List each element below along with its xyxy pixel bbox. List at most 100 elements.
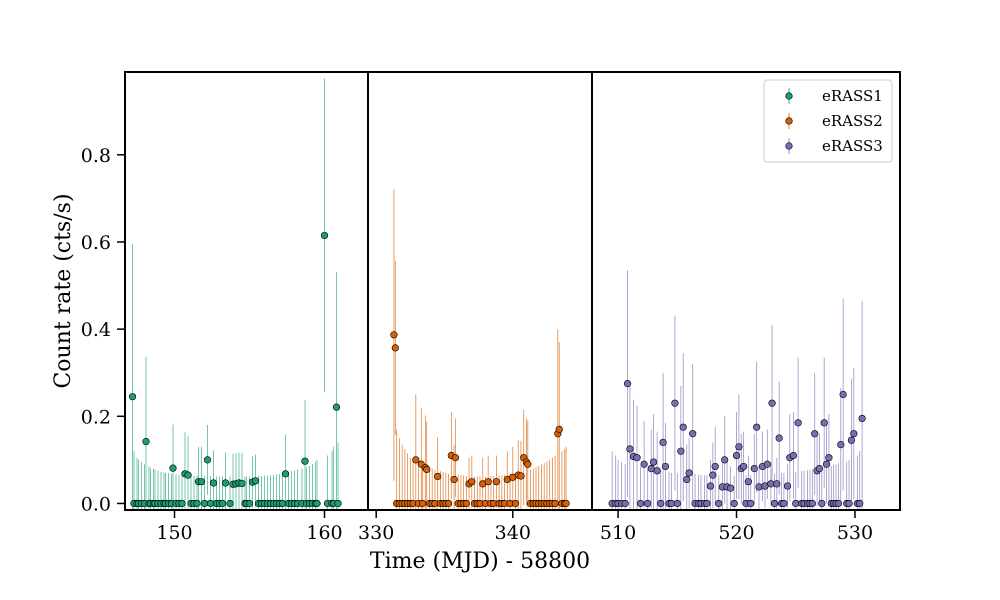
data-point: [773, 480, 781, 488]
data-point: [193, 499, 201, 508]
data-point: [451, 454, 460, 462]
data-point: [128, 393, 137, 401]
x-tick-label: 510: [600, 522, 636, 544]
data-point: [320, 231, 329, 240]
data-point: [633, 454, 641, 462]
data-point: [750, 464, 758, 473]
data-point: [858, 414, 866, 423]
data-point: [811, 430, 819, 438]
data-point: [740, 462, 748, 471]
data-point: [226, 499, 234, 508]
axis-layer: 150 160 330 340 510 520 530 0.0 0.2 0.4 0.6 0.8: [81, 145, 873, 544]
legend: eRASS1 eRASS2 eRASS3: [763, 79, 893, 163]
data-point: [412, 456, 420, 464]
data-point: [706, 482, 715, 490]
data-point: [626, 445, 634, 453]
data-point: [334, 499, 342, 508]
y-tick-label: 0.4: [81, 319, 111, 341]
series-eRASS2: [390, 188, 570, 510]
data-point: [689, 430, 697, 438]
legend-label: eRASS3: [822, 137, 883, 155]
data-point: [792, 499, 800, 508]
data-point: [450, 475, 458, 484]
series-eRASS3: [608, 270, 866, 510]
data-point: [815, 464, 824, 473]
data-point: [200, 499, 209, 508]
data-point: [238, 479, 246, 488]
data-point: [209, 479, 218, 487]
legend-box: [763, 79, 893, 163]
data-point: [789, 451, 797, 460]
data-point: [653, 467, 661, 475]
data-point: [206, 499, 215, 508]
data-point: [761, 482, 769, 490]
data-point: [218, 499, 227, 508]
data-point: [730, 499, 738, 508]
y-tick-label: 0.8: [81, 145, 111, 167]
data-point: [671, 399, 679, 407]
data-point: [332, 403, 341, 411]
x-tick-label: 340: [495, 522, 531, 544]
data-point: [794, 419, 802, 427]
data-point: [178, 499, 186, 508]
legend-marker: [785, 142, 793, 150]
data-point: [657, 499, 665, 508]
data-point: [856, 499, 864, 508]
data-point: [640, 460, 648, 468]
data-point: [753, 423, 761, 431]
data-point: [484, 478, 492, 486]
data-point: [661, 462, 670, 471]
data-point: [850, 430, 858, 438]
data-point: [763, 460, 771, 468]
data-point: [839, 390, 847, 399]
data-point: [667, 499, 675, 508]
data-point: [808, 499, 816, 508]
x-tick-label: 150: [156, 522, 192, 544]
data-point: [780, 499, 788, 508]
y-tick-label: 0.0: [81, 493, 111, 515]
data-point: [636, 499, 645, 508]
x-tick-label: 330: [358, 522, 394, 544]
data-point: [184, 471, 192, 479]
data-point: [822, 460, 831, 468]
x-tick-label: 520: [718, 522, 754, 544]
data-point: [770, 499, 779, 508]
x-tick-label: 530: [837, 522, 873, 544]
plot-layer: [128, 78, 866, 510]
data-point: [709, 471, 717, 479]
data-point: [301, 457, 309, 465]
data-point: [462, 499, 470, 508]
data-point: [768, 399, 776, 407]
data-point: [511, 499, 520, 508]
legend-entry: eRASS1: [785, 87, 883, 105]
data-point: [683, 475, 691, 484]
data-point: [747, 499, 755, 508]
data-point: [767, 480, 775, 488]
x-axis-label: Time (MJD) - 58800: [370, 549, 590, 574]
data-point: [845, 499, 853, 508]
data-point: [735, 443, 743, 451]
data-point: [419, 499, 427, 508]
data-point: [278, 499, 287, 508]
data-point: [524, 460, 532, 468]
data-point: [623, 380, 632, 388]
data-point: [726, 484, 735, 492]
data-point: [732, 451, 741, 460]
data-point: [444, 499, 453, 508]
data-point: [555, 425, 563, 433]
data-point: [647, 464, 655, 473]
data-point: [847, 436, 856, 444]
data-point: [313, 499, 321, 508]
data-point: [649, 458, 658, 466]
data-point: [644, 499, 652, 508]
data-point: [659, 438, 667, 447]
data-point: [468, 478, 476, 486]
data-point: [783, 482, 792, 490]
legend-entry: eRASS3: [785, 137, 883, 155]
data-point: [679, 423, 687, 431]
series-eRASS1: [128, 78, 342, 510]
data-point: [492, 478, 500, 486]
data-point: [677, 447, 685, 455]
legend-label: eRASS2: [822, 112, 883, 130]
